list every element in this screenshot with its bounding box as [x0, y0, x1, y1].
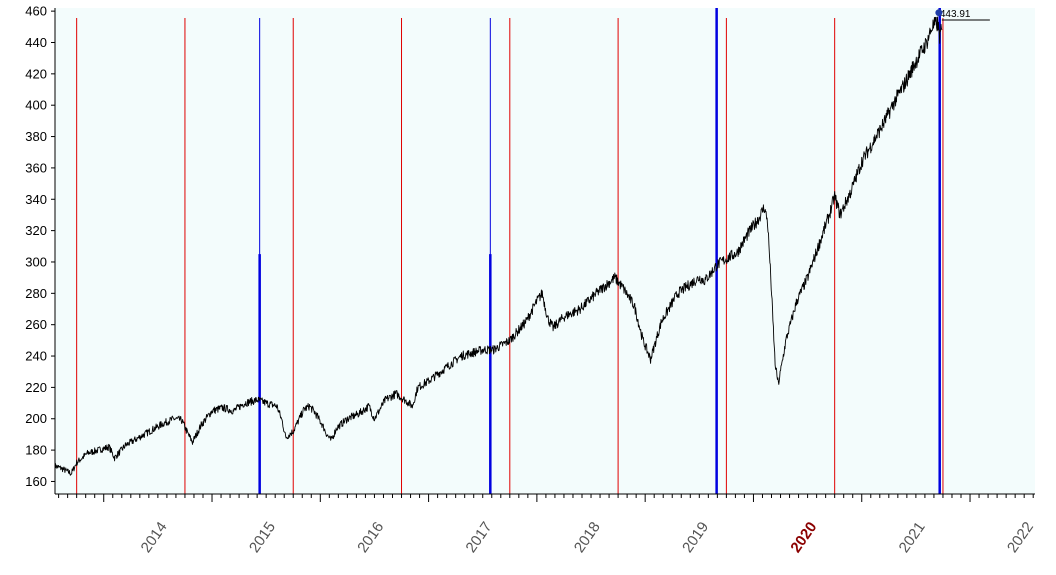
plot-background [55, 8, 1035, 494]
y-tick-label-320: 320 [25, 223, 47, 238]
y-tick-label-260: 260 [25, 317, 47, 332]
event-markers [76, 8, 944, 494]
axes [54, 8, 1035, 495]
x-axis-ticks: 2014 2015 2016 2017 2018 2019 2020 2021 2022 [58, 494, 1037, 556]
last-value-label: 443.91 [940, 9, 971, 20]
y-tick-label-180: 180 [25, 443, 47, 458]
y-tick-label-200: 200 [25, 411, 47, 426]
series-group [54, 16, 943, 476]
y-tick-label-300: 300 [25, 254, 47, 269]
y-tick-label-400: 400 [25, 98, 47, 113]
x-tick-label-2017: 2017 [463, 519, 496, 556]
x-tick-label-2014: 2014 [138, 519, 171, 556]
y-tick-label-280: 280 [25, 286, 47, 301]
y-tick-label-240: 240 [25, 349, 47, 364]
x-tick-label-2021: 2021 [896, 519, 929, 556]
x-tick-label-2022: 2022 [1004, 519, 1037, 556]
y-tick-label-440: 440 [25, 35, 47, 50]
x-tick-label-2019: 2019 [679, 519, 712, 556]
x-tick-label-2020: 2020 [787, 519, 820, 556]
y-tick-label-380: 380 [25, 129, 47, 144]
last-value-annotation: 443.91 [935, 9, 990, 21]
y-tick-label-220: 220 [25, 380, 47, 395]
price-line [54, 16, 943, 476]
y-tick-label-160: 160 [25, 474, 47, 489]
y-axis-ticks: 160 180 200 220 240 260 280 300 320 340 360 380 400 4… [25, 4, 55, 489]
y-tick-label-360: 360 [25, 160, 47, 175]
y-tick-label-340: 340 [25, 192, 47, 207]
y-tick-label-420: 420 [25, 66, 47, 81]
endpoint-dot [935, 9, 943, 17]
x-tick-label-2016: 2016 [354, 519, 387, 556]
x-tick-label-2015: 2015 [246, 519, 279, 556]
y-tick-label-460: 460 [25, 4, 47, 19]
x-tick-label-2018: 2018 [571, 519, 604, 556]
